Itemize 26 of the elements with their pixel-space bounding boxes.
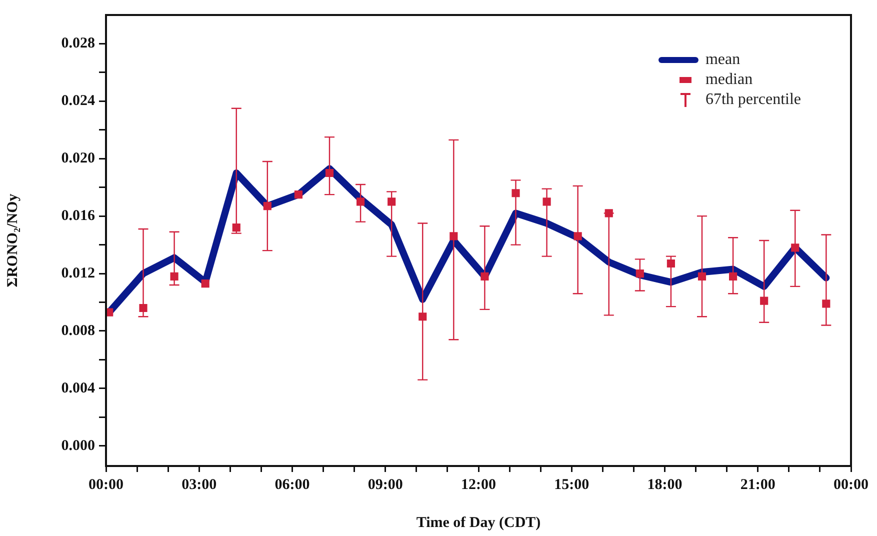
x-axis-title: Time of Day (CDT) — [416, 514, 541, 531]
point — [201, 280, 210, 288]
x-tick-label: 03:00 — [182, 476, 217, 493]
y-axis-title: ΣRONO₂/NOy — [4, 193, 21, 288]
x-tick-label: 00:00 — [88, 476, 124, 493]
y-tick-label: 0.000 — [61, 438, 95, 454]
y-tick-label: 0.008 — [61, 322, 95, 339]
point — [356, 198, 365, 206]
y-tick-label: 0.028 — [61, 36, 95, 52]
y-tick-label: 0.024 — [61, 93, 96, 110]
annotation: 67th percentile — [705, 91, 801, 108]
x-tick-label: 06:00 — [274, 476, 310, 493]
y-tick-label: 0.012 — [61, 265, 95, 282]
point — [294, 190, 302, 199]
x-tick-label: 09:00 — [368, 476, 403, 493]
point — [388, 198, 396, 206]
legend-label: mean — [705, 51, 740, 68]
y-tick-label: 0.020 — [61, 150, 95, 167]
x-tick-label: 12:00 — [461, 476, 496, 493]
legend-label: median — [705, 71, 753, 88]
y-tick-label: 0.016 — [61, 208, 96, 224]
x-tick-label: 21:00 — [740, 476, 776, 493]
x-tick-label: 18:00 — [647, 476, 682, 493]
y-tick-label: 0.004 — [61, 380, 96, 396]
x-tick-label: 00:00 — [834, 476, 868, 493]
x-tick-label: 15:00 — [554, 476, 590, 493]
